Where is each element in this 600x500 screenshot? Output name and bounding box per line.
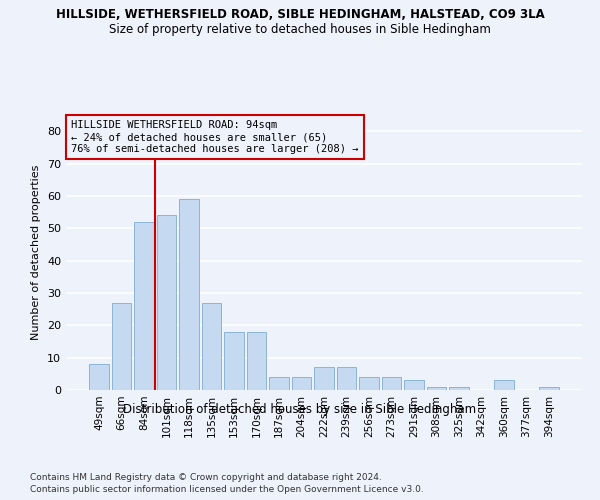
Text: Size of property relative to detached houses in Sible Hedingham: Size of property relative to detached ho… — [109, 22, 491, 36]
Bar — [112, 302, 131, 390]
Bar — [247, 332, 266, 390]
Bar — [134, 222, 154, 390]
Text: HILLSIDE, WETHERSFIELD ROAD, SIBLE HEDINGHAM, HALSTEAD, CO9 3LA: HILLSIDE, WETHERSFIELD ROAD, SIBLE HEDIN… — [56, 8, 544, 20]
Bar — [449, 387, 469, 390]
Bar — [539, 387, 559, 390]
Bar — [314, 368, 334, 390]
Text: HILLSIDE WETHERSFIELD ROAD: 94sqm
← 24% of detached houses are smaller (65)
76% : HILLSIDE WETHERSFIELD ROAD: 94sqm ← 24% … — [71, 120, 359, 154]
Bar — [292, 377, 311, 390]
Bar — [224, 332, 244, 390]
Bar — [494, 380, 514, 390]
Bar — [359, 377, 379, 390]
Bar — [157, 216, 176, 390]
Bar — [337, 368, 356, 390]
Text: Contains HM Land Registry data © Crown copyright and database right 2024.: Contains HM Land Registry data © Crown c… — [30, 472, 382, 482]
Bar — [202, 302, 221, 390]
Bar — [427, 387, 446, 390]
Bar — [89, 364, 109, 390]
Bar — [269, 377, 289, 390]
Y-axis label: Number of detached properties: Number of detached properties — [31, 165, 41, 340]
Bar — [179, 199, 199, 390]
Text: Distribution of detached houses by size in Sible Hedingham: Distribution of detached houses by size … — [124, 402, 476, 415]
Bar — [382, 377, 401, 390]
Bar — [404, 380, 424, 390]
Text: Contains public sector information licensed under the Open Government Licence v3: Contains public sector information licen… — [30, 485, 424, 494]
